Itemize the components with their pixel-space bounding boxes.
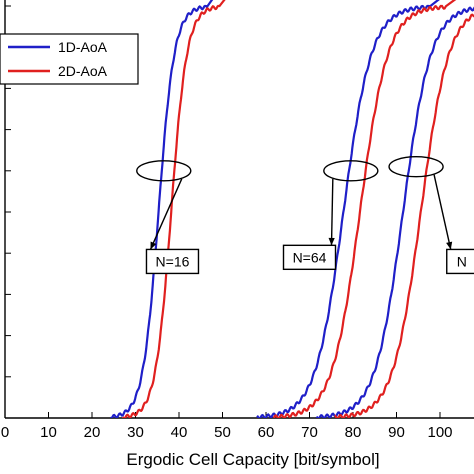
annotation-arrow [433,174,452,250]
x-tick-label: 50 [214,424,231,441]
series-group [110,0,474,418]
x-tick-label: 70 [301,424,318,441]
series-line-2d-aoa-n16 [121,0,226,418]
annotation-label: N=64 [293,249,327,265]
x-tick-label: 10 [40,424,57,441]
annotations: N=16 N=64 N [136,155,474,275]
legend-box [0,33,139,85]
x-tick-label: 30 [127,424,144,441]
x-axis-title: Ergodic Cell Capacity [bit/symbol] [126,450,379,469]
series-line-2d-aoa-n64 [272,0,457,418]
x-tick-label: 80 [345,424,362,441]
x-tick-label: 100 [427,424,452,441]
series-line-1d-aoa-n16 [110,0,214,418]
series-line-1d-aoa-n100 [315,6,474,418]
annotation-arrow [330,178,334,246]
annotation-box [145,248,200,275]
x-tick-label: 90 [388,424,405,441]
legend-entry-label: 1D-AoA [58,39,108,55]
x-tick-label: 60 [258,424,275,441]
x-tick-label: 40 [171,424,188,441]
annotation-arrowhead [446,241,453,250]
series-line-1d-aoa-n64 [256,0,440,418]
legend: 1D-AoA 2D-AoA [0,33,139,85]
annotation-ellipse [388,155,444,178]
x-tick-label: 0 [1,424,9,441]
annotation-label: N=16 [156,253,190,269]
annotation-arrowhead [150,241,157,250]
series-line-2d-aoa-n100 [334,13,474,418]
annotation-arrowhead [328,237,335,246]
annotation-label: N [457,253,467,269]
annotation-ellipse [323,160,379,182]
annotation-ellipse [136,160,192,182]
annotation-box [446,248,474,275]
legend-entry-label: 2D-AoA [58,63,108,79]
annotation-box [282,244,337,271]
annotation-arrow [149,178,183,250]
x-tick-label: 20 [84,424,101,441]
